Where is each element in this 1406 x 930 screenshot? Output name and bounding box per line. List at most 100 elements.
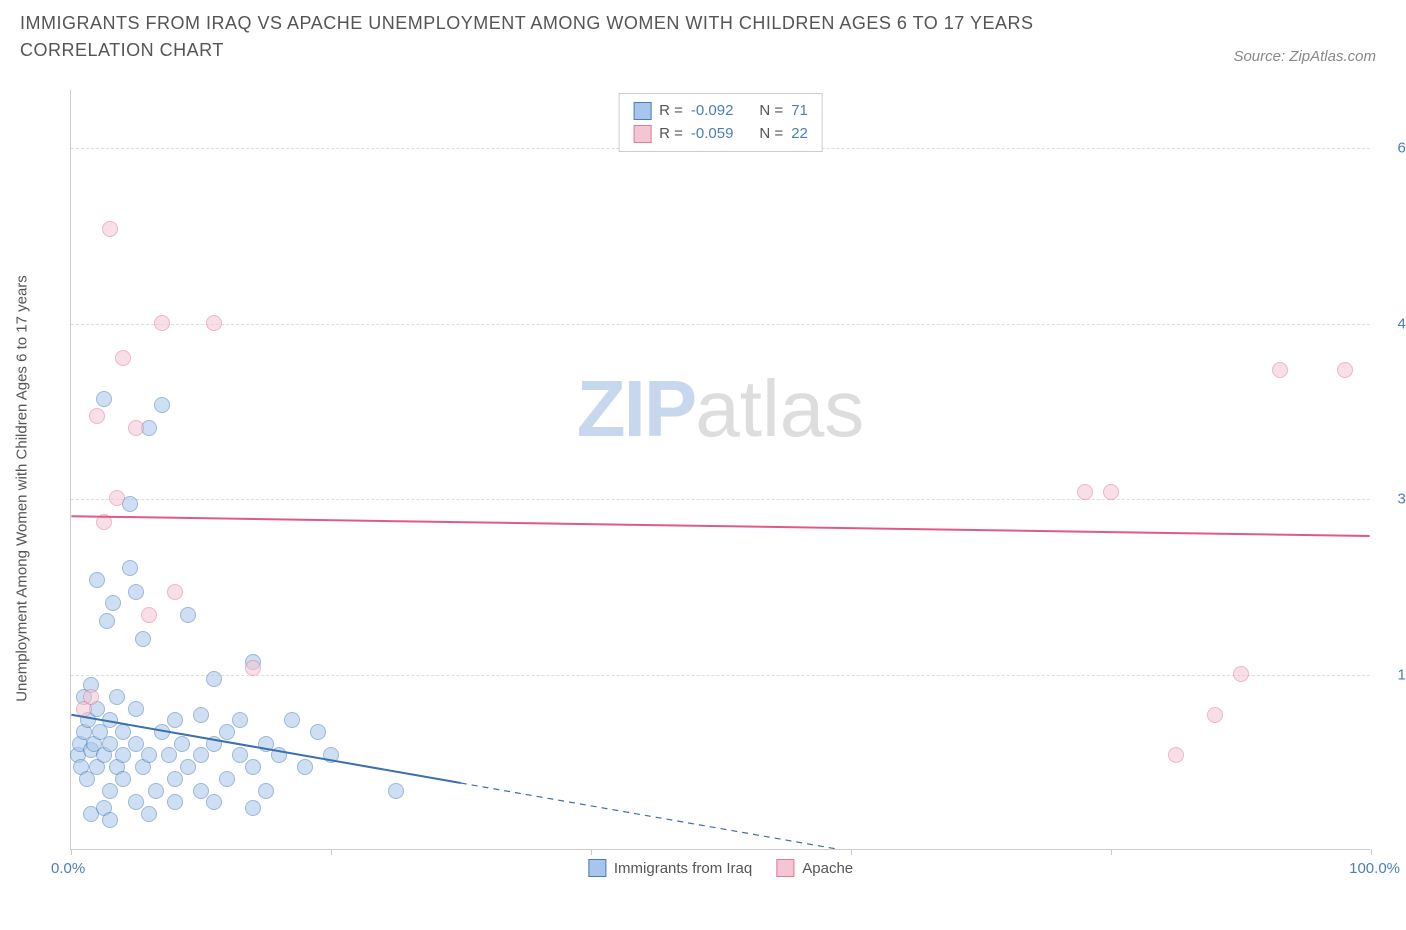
data-point bbox=[323, 747, 339, 763]
data-point bbox=[193, 707, 209, 723]
legend-swatch bbox=[588, 859, 606, 877]
data-point bbox=[167, 794, 183, 810]
data-point bbox=[232, 712, 248, 728]
data-point bbox=[115, 747, 131, 763]
legend-n-label: N = bbox=[759, 100, 783, 123]
data-point bbox=[128, 584, 144, 600]
gridline-horizontal bbox=[71, 499, 1370, 500]
x-axis-max-label: 100.0% bbox=[1349, 860, 1400, 877]
data-point bbox=[1168, 747, 1184, 763]
data-point bbox=[102, 783, 118, 799]
data-point bbox=[258, 736, 274, 752]
data-point bbox=[271, 747, 287, 763]
y-tick-label: 30.0% bbox=[1380, 491, 1406, 508]
y-axis-label: Unemployment Among Women with Children A… bbox=[14, 275, 31, 702]
data-point bbox=[135, 631, 151, 647]
data-point bbox=[128, 794, 144, 810]
data-point bbox=[193, 747, 209, 763]
data-point bbox=[102, 812, 118, 828]
series-legend-label: Apache bbox=[802, 860, 853, 877]
data-point bbox=[115, 771, 131, 787]
data-point bbox=[122, 560, 138, 576]
data-point bbox=[206, 736, 222, 752]
legend-r-value: -0.059 bbox=[691, 123, 734, 146]
data-point bbox=[154, 724, 170, 740]
data-point bbox=[245, 800, 261, 816]
x-axis-min-label: 0.0% bbox=[51, 860, 85, 877]
source-attribution: Source: ZipAtlas.com bbox=[1233, 48, 1376, 65]
data-point bbox=[206, 315, 222, 331]
legend-swatch bbox=[633, 102, 651, 120]
legend-r-value: -0.092 bbox=[691, 100, 734, 123]
y-tick-label: 15.0% bbox=[1380, 666, 1406, 683]
y-tick-label: 45.0% bbox=[1380, 315, 1406, 332]
correlation-legend: R = -0.092 N = 71 R = -0.059 N = 22 bbox=[618, 93, 823, 152]
data-point bbox=[310, 724, 326, 740]
legend-r-label: R = bbox=[659, 123, 683, 146]
scatter-plot: R =-0.092N =71R =-0.059N =22 ZIPatlas 0.… bbox=[70, 90, 1370, 850]
data-point bbox=[141, 607, 157, 623]
data-point bbox=[96, 514, 112, 530]
data-point bbox=[154, 315, 170, 331]
data-point bbox=[1103, 484, 1119, 500]
data-point bbox=[167, 712, 183, 728]
data-point bbox=[1077, 484, 1093, 500]
data-point bbox=[174, 736, 190, 752]
gridline-horizontal bbox=[71, 675, 1370, 676]
data-point bbox=[167, 771, 183, 787]
data-point bbox=[96, 391, 112, 407]
x-tick-mark bbox=[851, 849, 852, 855]
data-point bbox=[102, 712, 118, 728]
data-point bbox=[141, 806, 157, 822]
data-point bbox=[141, 747, 157, 763]
legend-n-label: N = bbox=[759, 123, 783, 146]
data-point bbox=[193, 783, 209, 799]
series-legend-label: Immigrants from Iraq bbox=[614, 860, 752, 877]
data-point bbox=[128, 420, 144, 436]
data-point bbox=[1233, 666, 1249, 682]
data-point bbox=[206, 794, 222, 810]
chart-title: IMMIGRANTS FROM IRAQ VS APACHE UNEMPLOYM… bbox=[20, 10, 1120, 64]
data-point bbox=[180, 759, 196, 775]
legend-n-value: 71 bbox=[791, 100, 808, 123]
gridline-horizontal bbox=[71, 324, 1370, 325]
data-point bbox=[99, 613, 115, 629]
series-legend: Immigrants from Iraq Apache bbox=[588, 859, 853, 877]
data-point bbox=[83, 689, 99, 705]
watermark: ZIPatlas bbox=[577, 363, 864, 455]
watermark-zip: ZIP bbox=[577, 364, 695, 453]
data-point bbox=[128, 736, 144, 752]
data-point bbox=[1207, 707, 1223, 723]
data-point bbox=[180, 607, 196, 623]
data-point bbox=[1337, 362, 1353, 378]
data-point bbox=[245, 660, 261, 676]
data-point bbox=[388, 783, 404, 799]
legend-row: R = -0.092 N = 71 bbox=[633, 100, 808, 123]
legend-r-label: R = bbox=[659, 100, 683, 123]
legend-row: R = -0.059 N = 22 bbox=[633, 123, 808, 146]
data-point bbox=[1272, 362, 1288, 378]
x-tick-mark bbox=[1111, 849, 1112, 855]
legend-swatch bbox=[776, 859, 794, 877]
x-tick-mark bbox=[591, 849, 592, 855]
data-point bbox=[284, 712, 300, 728]
x-tick-mark bbox=[71, 849, 72, 855]
data-point bbox=[148, 783, 164, 799]
x-tick-mark bbox=[1371, 849, 1372, 855]
data-point bbox=[232, 747, 248, 763]
data-point bbox=[102, 736, 118, 752]
legend-n-value: 22 bbox=[791, 123, 808, 146]
y-tick-label: 60.0% bbox=[1380, 140, 1406, 157]
data-point bbox=[105, 595, 121, 611]
data-point bbox=[161, 747, 177, 763]
data-point bbox=[109, 490, 125, 506]
data-point bbox=[115, 724, 131, 740]
data-point bbox=[206, 671, 222, 687]
data-point bbox=[219, 771, 235, 787]
legend-swatch bbox=[633, 125, 651, 143]
data-point bbox=[167, 584, 183, 600]
data-point bbox=[115, 350, 131, 366]
series-legend-item: Apache bbox=[776, 859, 853, 877]
watermark-atlas: atlas bbox=[695, 364, 864, 453]
data-point bbox=[219, 724, 235, 740]
